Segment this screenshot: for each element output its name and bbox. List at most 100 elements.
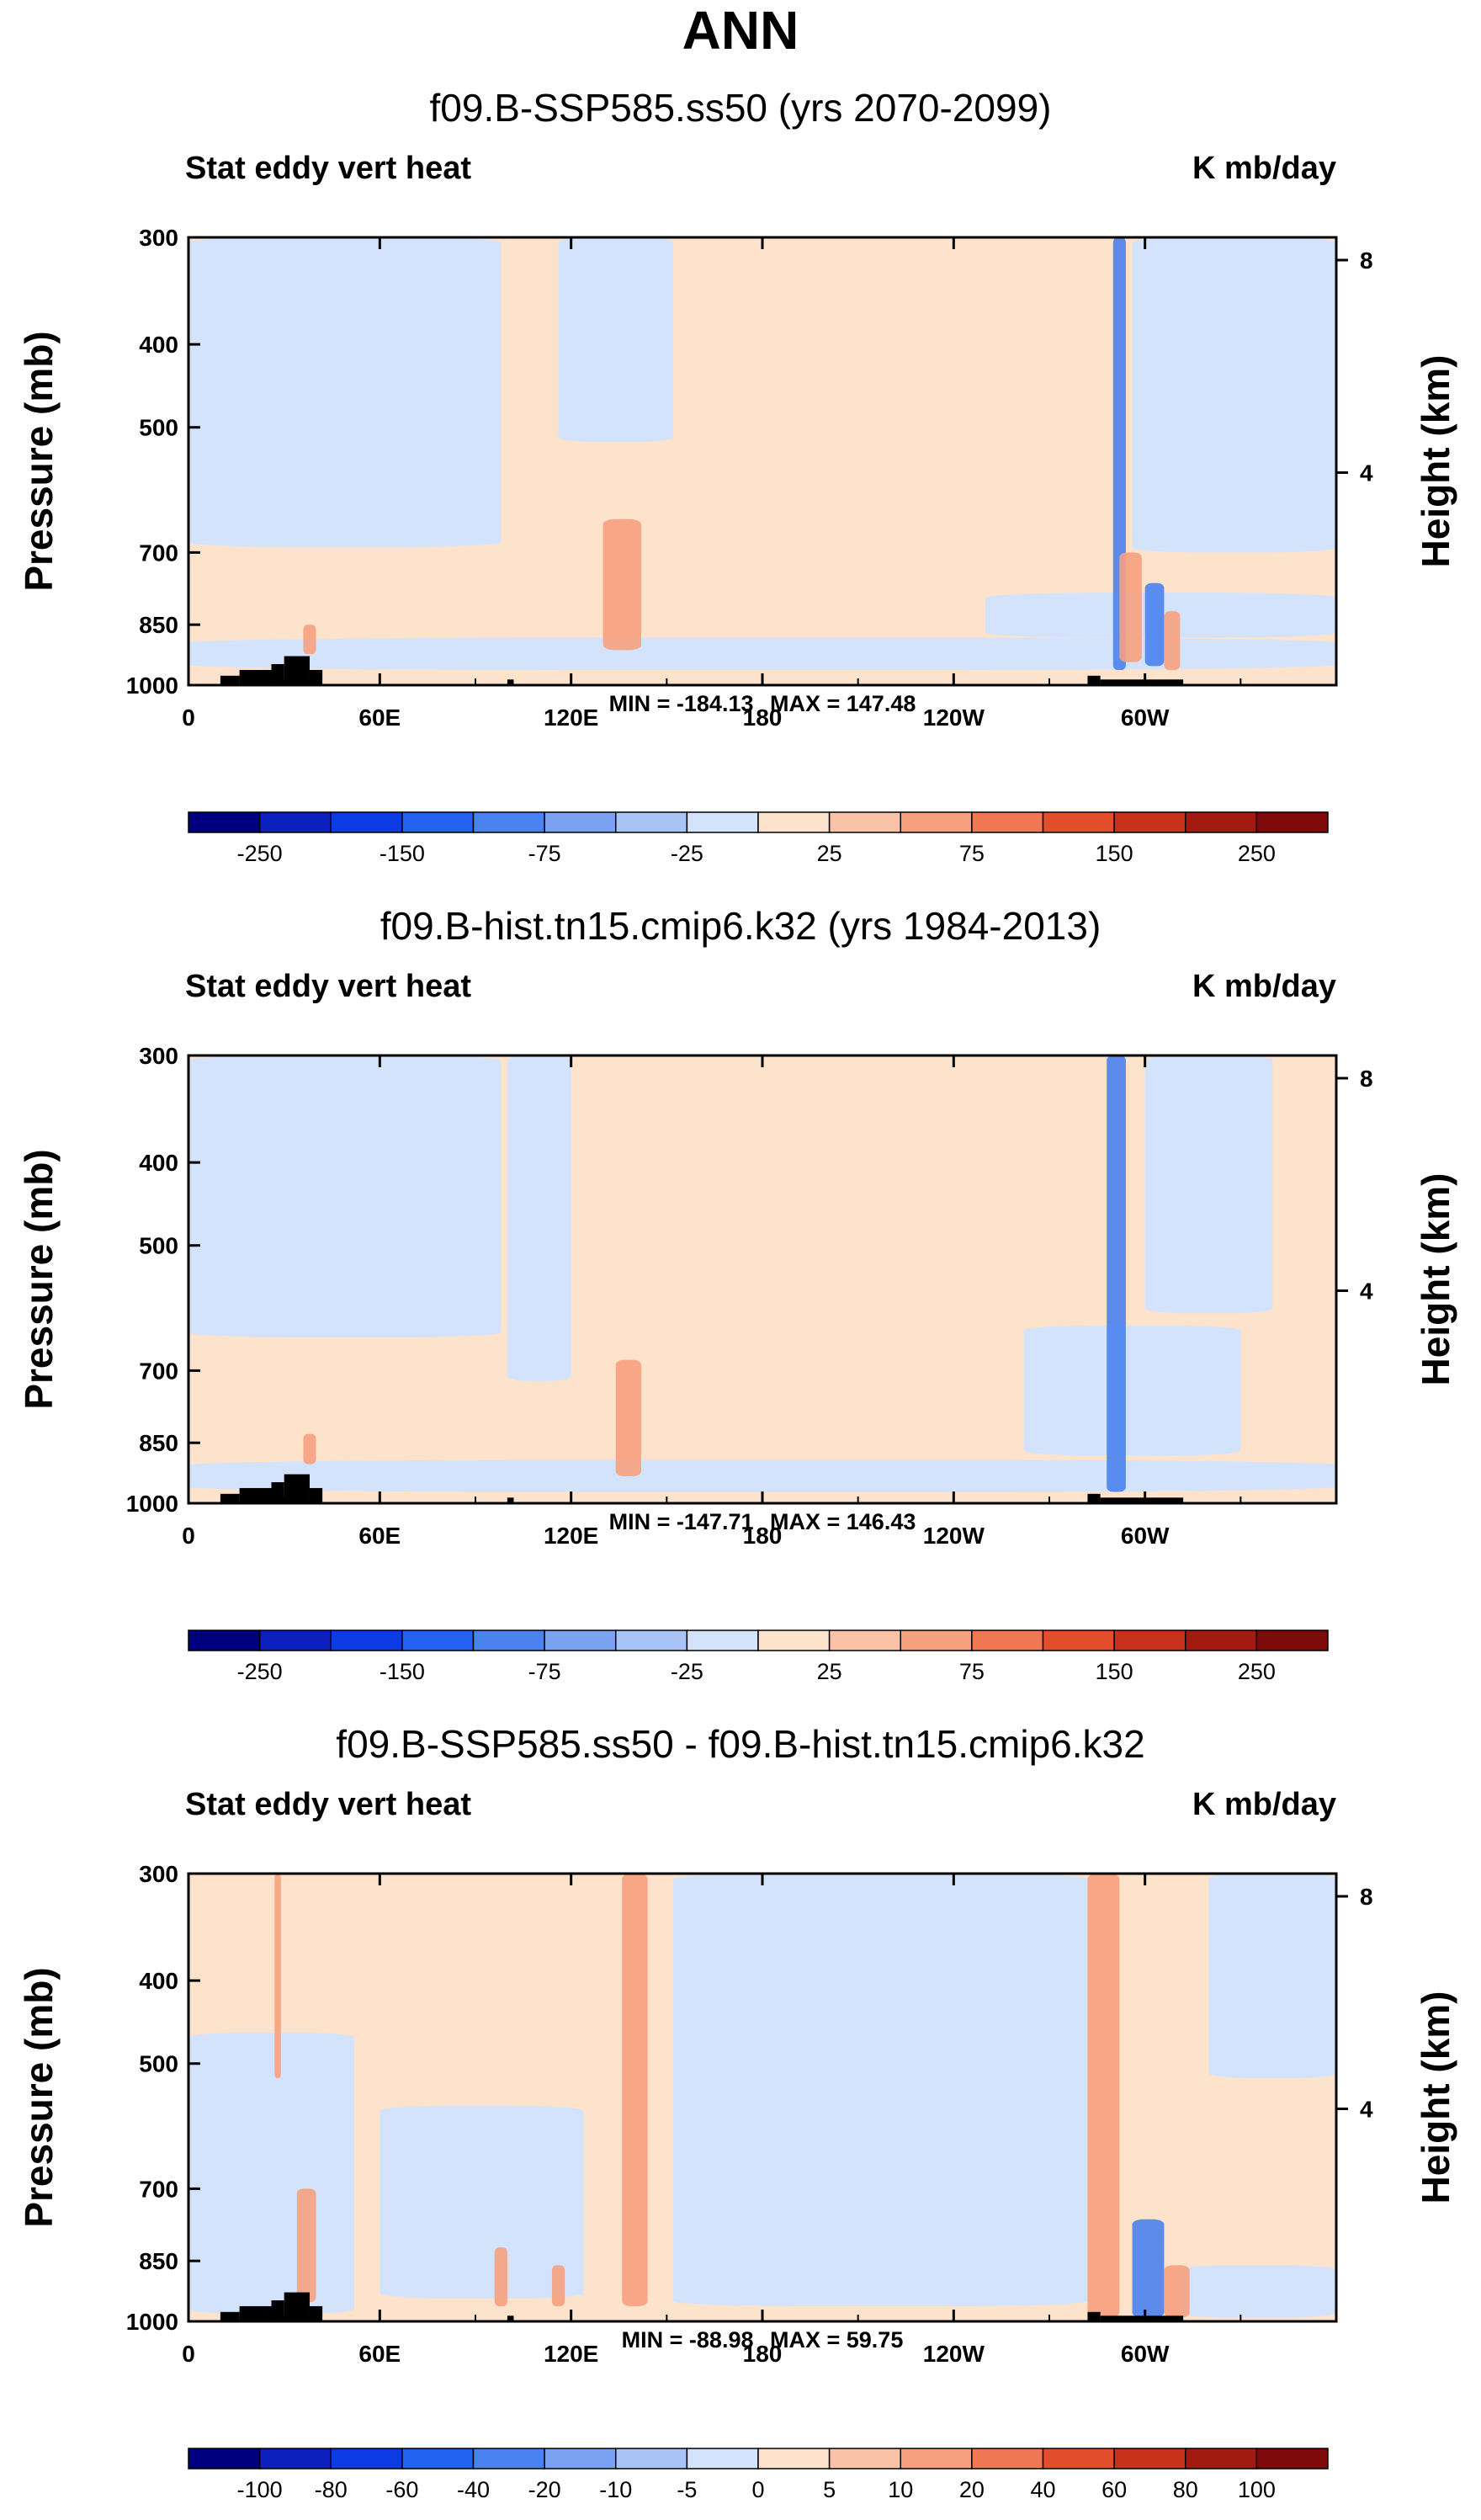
colorbar-swatch (472, 811, 545, 833)
shaded-regions (188, 1055, 1336, 1492)
colorbar-label: -25 (671, 1659, 703, 1684)
colorbar-swatch (401, 811, 475, 833)
colorbar-swatch (1255, 811, 1329, 833)
terrain-block (220, 1493, 240, 1503)
x-tick-label: 60W (1121, 704, 1170, 731)
positive-region (274, 1874, 281, 2079)
terrain-block (507, 2315, 514, 2321)
negative-region (1023, 1325, 1241, 1456)
terrain-block (271, 2300, 284, 2321)
colorbar-swatch (900, 1629, 973, 1651)
terrain-block (507, 1497, 514, 1503)
colorbar-label: 20 (959, 2477, 985, 2502)
positive-region (1164, 611, 1181, 670)
y-tick-label: 500 (139, 2051, 178, 2077)
colorbar-label: 5 (823, 2477, 836, 2502)
colorbar-label: 80 (1173, 2477, 1198, 2502)
panel-ssp585: f09.B-SSP585.ss50 (yrs 2070-2099) Stat e… (0, 84, 1481, 884)
colorbar-swatch (188, 1629, 261, 1651)
units-label: K mb/day (1192, 969, 1336, 1004)
colorbar-label: 25 (817, 1659, 842, 1684)
x-tick-label: 120E (544, 1523, 598, 1549)
terrain-block (309, 2305, 323, 2321)
negative-region (188, 1055, 502, 1337)
negative-region (1176, 2265, 1336, 2318)
terrain-block (1100, 1497, 1184, 1503)
colorbar-label: 0 (751, 2477, 764, 2502)
positive-region (1164, 2265, 1190, 2318)
y-tick-label: 400 (139, 332, 178, 358)
y-axis-title: Pressure (mb) (17, 331, 61, 591)
terrain-block (309, 669, 323, 685)
positive-region (494, 2247, 507, 2306)
x-tick-label: 60E (358, 704, 401, 731)
x-tick-label: 60E (358, 1523, 401, 1549)
y-right-tick-label: 4 (1360, 460, 1373, 486)
x-tick-label: 120W (923, 1523, 985, 1549)
colorbar-swatch (757, 811, 831, 833)
y-tick-label: 500 (139, 415, 178, 441)
y-axis-title: Pressure (mb) (17, 1149, 61, 1409)
variable-label: Stat eddy vert heat (185, 1787, 471, 1822)
colorbar-swatch (615, 2448, 688, 2469)
terrain-block (284, 2292, 310, 2321)
y-tick-label: 700 (139, 2176, 178, 2202)
y-tick-label: 700 (139, 540, 178, 566)
colorbar-swatch (686, 1629, 759, 1651)
terrain-mask (220, 656, 1184, 685)
colorbar-swatch (258, 1629, 332, 1651)
colorbar-swatch (1113, 811, 1186, 833)
y-tick-label: 1000 (126, 2309, 178, 2335)
colorbar-label: 250 (1238, 1659, 1276, 1684)
negative-region (507, 1055, 571, 1381)
variable-label: Stat eddy vert heat (185, 969, 471, 1004)
colorbar-swatch (401, 2448, 475, 2469)
terrain-block (220, 2311, 240, 2321)
colorbar-swatch (1113, 2448, 1186, 2469)
x-tick-label: 60E (358, 2341, 401, 2367)
terrain-block (239, 2305, 272, 2321)
colorbar-label: 75 (959, 1659, 985, 1684)
min-max-label: MIN = -184.13 MAX = 147.48 (188, 690, 1336, 717)
panel-title: f09.B-SSP585.ss50 - f09.B-hist.tn15.cmip… (336, 1722, 1145, 1766)
colorbar-label: -75 (528, 1659, 561, 1684)
colorbar-swatch (971, 811, 1044, 833)
x-tick-label: 60W (1121, 1523, 1170, 1549)
y-tick-label: 850 (139, 2248, 178, 2274)
colorbar-swatch (971, 2448, 1044, 2469)
positive-region (303, 625, 316, 655)
colorbar-label: 60 (1101, 2477, 1127, 2502)
colorbar-swatch (1255, 1629, 1329, 1651)
terrain-block (507, 679, 514, 685)
colorbar-swatch (188, 2448, 261, 2469)
y-tick-label: 300 (139, 225, 178, 251)
units-label: K mb/day (1192, 1787, 1336, 1822)
colorbar-swatch (686, 2448, 759, 2469)
colorbar-swatch (686, 811, 759, 833)
colorbar-label: 150 (1096, 1659, 1133, 1684)
colorbar-swatch (900, 2448, 973, 2469)
x-tick-label: 0 (182, 704, 195, 731)
colorbar-label: 40 (1030, 2477, 1055, 2502)
colorbar-swatch (615, 811, 688, 833)
positive-region (602, 518, 642, 651)
colorbar-label: -20 (528, 2477, 561, 2502)
colorbar: -250 -150 -75 -25 25 75 150 250 (188, 811, 1329, 866)
colorbar-swatch (757, 2448, 831, 2469)
x-tick-label: 120E (544, 2341, 598, 2367)
terrain-block (1100, 679, 1184, 685)
negative-region (1132, 237, 1336, 553)
colorbar-swatch (330, 811, 403, 833)
colorbar-label: 150 (1096, 841, 1133, 866)
colorbar-swatch (1185, 1629, 1258, 1651)
y-tick-label: 500 (139, 1233, 178, 1259)
x-tick-label: 0 (182, 2341, 195, 2367)
y-right-tick-label: 4 (1360, 2097, 1373, 2123)
colorbar-label: -10 (599, 2477, 632, 2502)
x-tick-label: 180 (743, 2341, 783, 2367)
y-right-tick-label: 8 (1360, 247, 1373, 274)
colorbar-label: 100 (1238, 2477, 1276, 2502)
min-value: MIN = -184.13 (608, 691, 754, 716)
panel-difference: f09.B-SSP585.ss50 - f09.B-hist.tn15.cmip… (0, 1720, 1481, 2520)
positive-region (615, 1359, 642, 1476)
